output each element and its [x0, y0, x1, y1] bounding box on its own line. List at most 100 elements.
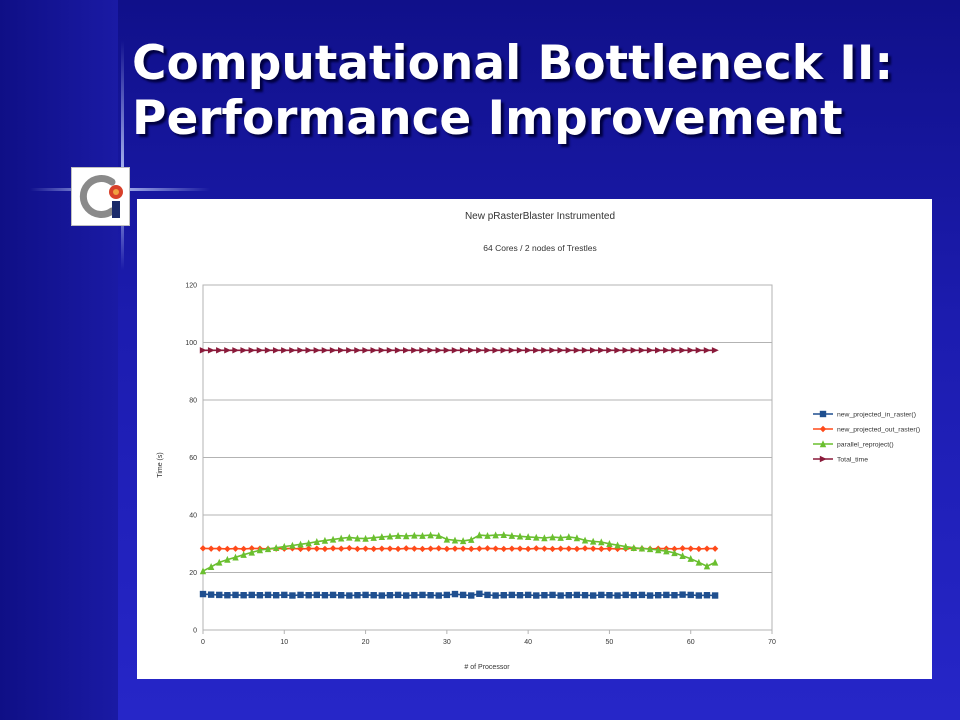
data-point: [337, 592, 345, 599]
data-point: [606, 592, 613, 599]
data-point: [451, 536, 459, 544]
data-point: [443, 545, 451, 553]
data-point: [476, 347, 484, 354]
data-point: [313, 545, 320, 552]
data-point: [557, 347, 565, 354]
data-point: [346, 592, 353, 599]
data-point: [443, 535, 451, 543]
data-point: [630, 544, 638, 551]
data-point: [224, 555, 231, 563]
data-point: [289, 592, 296, 599]
data-point: [346, 347, 354, 354]
data-point: [378, 592, 386, 599]
data-point: [622, 542, 629, 550]
data-point: [232, 545, 239, 552]
data-point: [630, 592, 638, 599]
data-point: [524, 591, 532, 599]
data-point: [451, 347, 459, 354]
y-axis-label: Time (s): [157, 452, 164, 477]
data-point: [663, 547, 670, 555]
data-point: [484, 591, 491, 599]
data-point: [378, 347, 386, 354]
data-point: [337, 545, 345, 552]
data-point: [703, 545, 711, 552]
data-point: [264, 347, 272, 354]
data-point: [492, 592, 499, 599]
data-point: [216, 558, 223, 566]
data-point: [484, 532, 491, 539]
data-point: [411, 545, 418, 552]
data-point: [524, 545, 532, 553]
data-point: [581, 347, 589, 354]
data-point: [516, 347, 524, 354]
data-point: [492, 347, 500, 354]
data-point: [565, 347, 573, 354]
legend-entry: parallel_reproject(): [813, 440, 894, 449]
data-point: [573, 534, 581, 542]
data-point: [224, 347, 232, 354]
data-point: [638, 591, 646, 599]
data-point: [272, 592, 280, 599]
data-point: [549, 545, 556, 553]
x-tick-label: 50: [606, 639, 614, 646]
data-point: [443, 591, 451, 599]
data-point: [516, 545, 524, 552]
data-point: [468, 592, 475, 599]
data-point: [565, 592, 572, 599]
data-point: [451, 545, 459, 552]
data-point: [321, 545, 329, 553]
data-point: [329, 535, 337, 543]
data-point: [671, 592, 678, 599]
data-point: [289, 347, 297, 354]
legend-label: Total_time: [837, 457, 868, 464]
data-point: [508, 347, 516, 354]
data-point: [508, 532, 516, 539]
data-point: [695, 347, 703, 354]
data-point: [207, 545, 215, 552]
data-point: [337, 534, 345, 542]
series-1: [199, 590, 719, 599]
data-point: [573, 545, 581, 553]
data-point: [695, 545, 703, 553]
data-point: [281, 542, 288, 550]
data-point: [614, 347, 622, 354]
data-point: [646, 347, 654, 354]
data-point: [370, 592, 377, 599]
data-point: [622, 347, 630, 354]
data-point: [476, 590, 483, 597]
data-point: [533, 533, 540, 541]
chart-subtitle: 64 Cores / 2 nodes of Trestles: [483, 243, 596, 253]
data-point: [394, 347, 402, 354]
data-point: [362, 591, 369, 599]
data-point: [207, 591, 215, 598]
data-point: [337, 347, 345, 354]
data-point: [378, 545, 386, 552]
data-point: [362, 347, 370, 354]
slide-title-line-1: Computational Bottleneck II:: [132, 36, 894, 91]
y-tick-label: 120: [185, 283, 197, 290]
data-point: [232, 347, 240, 354]
data-point: [264, 545, 272, 553]
data-point: [557, 592, 564, 599]
data-point: [655, 592, 662, 599]
data-point: [687, 555, 694, 562]
data-point: [329, 347, 337, 354]
legend-entry: new_projected_out_raster(): [813, 425, 920, 434]
data-point: [427, 592, 434, 599]
data-point: [411, 531, 418, 539]
data-point: [459, 537, 467, 545]
data-point: [435, 532, 442, 539]
data-point: [606, 540, 613, 547]
data-point: [468, 545, 475, 553]
series-4: [199, 347, 719, 354]
data-point: [606, 347, 614, 354]
data-point: [216, 545, 223, 552]
data-point: [411, 592, 418, 599]
data-point: [711, 545, 719, 552]
data-point: [224, 592, 231, 599]
data-point: [703, 347, 711, 354]
data-point: [386, 532, 394, 540]
series-line: [202, 592, 716, 597]
data-point: [476, 545, 483, 552]
data-point: [313, 347, 321, 354]
